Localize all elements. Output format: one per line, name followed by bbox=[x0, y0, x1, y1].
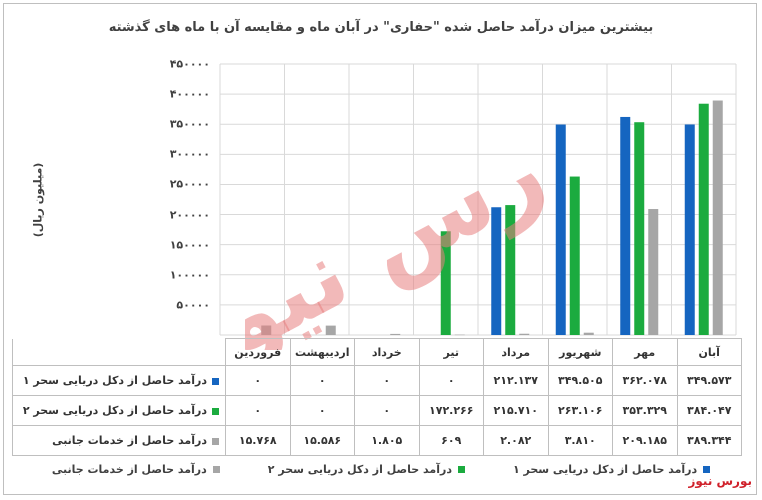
y-tick-label: ۲۵۰۰۰۰ bbox=[169, 177, 210, 191]
bar-series-3 bbox=[583, 332, 594, 335]
legend-item-series-2: درآمد حاصل از دکل دریایی سحر ۲ bbox=[268, 463, 465, 476]
series-name: درآمد حاصل از دکل دریایی سحر ۱ bbox=[22, 374, 207, 387]
table-row: ۳۸۹.۳۴۴ ۲۰۹.۱۸۵ ۳.۸۱۰ ۲.۰۸۲ ۶۰۹ ۱.۸۰۵ ۱۵.۵۸۶ ۱۵… bbox=[12, 425, 742, 456]
data-label: ۲۰۹.۱۸۵ bbox=[612, 425, 678, 456]
table-row: ۳۸۴.۰۴۷ ۳۵۳.۳۲۹ ۲۶۳.۱۰۶ ۲۱۵.۷۱۰ ۱۷۲.۲۶۶ ۰ ۰ ۰ در… bbox=[12, 395, 742, 426]
bar-series-3 bbox=[261, 325, 272, 335]
bar-series-3 bbox=[648, 209, 659, 335]
x-tick-label: مهر bbox=[612, 338, 678, 366]
legend-swatch bbox=[212, 466, 220, 473]
bar-series-3 bbox=[325, 325, 336, 335]
data-label: ۰ bbox=[289, 395, 355, 426]
y-tick-label: ۳۰۰۰۰۰ bbox=[169, 147, 210, 161]
data-label: ۰ bbox=[225, 395, 291, 426]
y-tick-label: ۵۰۰۰۰ bbox=[176, 298, 210, 312]
data-label: ۳۴۹.۵۷۳ bbox=[676, 365, 742, 396]
bar-series-2 bbox=[634, 122, 645, 335]
y-tick-label: ۱۰۰۰۰۰ bbox=[169, 268, 210, 282]
series-swatch bbox=[212, 377, 219, 385]
bar-series-1 bbox=[491, 207, 502, 335]
bar-series-2 bbox=[440, 231, 451, 335]
bar-series-2 bbox=[698, 103, 709, 336]
series-name: درآمد حاصل از خدمات جانبی bbox=[52, 434, 207, 447]
table-corner bbox=[12, 338, 226, 366]
bar-series-3 bbox=[712, 100, 723, 336]
data-label: ۳۴۹.۵۰۵ bbox=[547, 365, 613, 396]
data-label: ۰ bbox=[289, 365, 355, 396]
y-tick-label: ۴۰۰۰۰۰ bbox=[169, 87, 210, 101]
bar-series-2 bbox=[569, 176, 580, 335]
legend-swatch bbox=[703, 466, 711, 473]
svg-text:بورس نیوز: بورس نیوز bbox=[245, 120, 545, 350]
x-tick-label: خرداد bbox=[354, 338, 420, 366]
legend-label: درآمد حاصل از دکل دریایی سحر ۱ bbox=[512, 463, 698, 476]
x-tick-label: شهریور bbox=[547, 338, 613, 366]
data-label: ۰ bbox=[225, 365, 291, 396]
bar-series-1 bbox=[555, 124, 566, 335]
y-tick-label: ۴۵۰۰۰۰ bbox=[169, 57, 210, 71]
bar-series-1 bbox=[620, 116, 631, 336]
data-table: آبان مهر شهریور مرداد تیر خرداد اردیبهشت فروردی… bbox=[12, 338, 742, 456]
x-tick-label: آبان bbox=[676, 338, 742, 366]
bar-series-3 bbox=[390, 333, 401, 335]
watermark-logo: بورس نیوز bbox=[142, 68, 647, 408]
series-name-cell: درآمد حاصل از خدمات جانبی bbox=[12, 425, 226, 456]
data-label: ۱۷۲.۲۶۶ bbox=[418, 395, 484, 426]
y-tick-label: ۳۵۰۰۰۰ bbox=[169, 117, 210, 131]
series-swatch bbox=[212, 407, 219, 415]
table-row: ۳۴۹.۵۷۳ ۳۶۲.۰۷۸ ۳۴۹.۵۰۵ ۲۱۲.۱۳۷ ۰ ۰ ۰ ۰ درآمد حا… bbox=[12, 365, 742, 396]
series-name: درآمد حاصل از دکل دریایی سحر ۲ bbox=[22, 404, 207, 417]
y-tick-label: ۲۰۰۰۰۰ bbox=[169, 208, 210, 222]
x-tick-label: مرداد bbox=[483, 338, 549, 366]
data-label: ۳۵۳.۳۲۹ bbox=[612, 395, 678, 426]
series-name-cell: درآمد حاصل از دکل دریایی سحر ۱ bbox=[12, 365, 226, 396]
legend-item-series-1: درآمد حاصل از دکل دریایی سحر ۱ bbox=[512, 463, 711, 476]
data-label: ۱۵.۷۶۸ bbox=[225, 425, 291, 456]
y-tick-label: ۱۵۰۰۰۰ bbox=[169, 238, 210, 252]
series-name-cell: درآمد حاصل از دکل دریایی سحر ۲ bbox=[12, 395, 226, 426]
table-category-row: آبان مهر شهریور مرداد تیر خرداد اردیبهشت فروردی… bbox=[12, 338, 742, 366]
chart-title: بیشترین میزان درآمد حاصل شده "حفاری" در … bbox=[108, 20, 654, 35]
data-label: ۲۶۳.۱۰۶ bbox=[547, 395, 613, 426]
bar-series-1 bbox=[684, 124, 695, 335]
data-label: ۱.۸۰۵ bbox=[354, 425, 420, 456]
data-label: ۰ bbox=[354, 365, 420, 396]
legend-label: درآمد حاصل از خدمات جانبی bbox=[51, 463, 207, 476]
legend-item-series-3: درآمد حاصل از خدمات جانبی bbox=[52, 463, 220, 476]
x-tick-label: اردیبهشت bbox=[289, 338, 355, 366]
series-swatch bbox=[212, 437, 219, 445]
legend-label: درآمد حاصل از دکل دریایی سحر ۲ bbox=[267, 463, 452, 476]
data-label: ۳۶۲.۰۷۸ bbox=[612, 365, 678, 396]
data-label: ۲۱۵.۷۱۰ bbox=[483, 395, 549, 426]
data-label: ۰ bbox=[354, 395, 420, 426]
x-tick-label: فروردین bbox=[225, 338, 291, 366]
bar-series-3 bbox=[519, 333, 530, 335]
legend-swatch bbox=[457, 466, 465, 473]
data-label: ۳۸۴.۰۴۷ bbox=[676, 395, 742, 426]
bar-series-3 bbox=[454, 334, 465, 336]
data-label: ۳۸۹.۳۴۴ bbox=[676, 425, 742, 456]
data-label: ۲۱۲.۱۳۷ bbox=[483, 365, 549, 396]
brand-logo-text: بورس نیوز bbox=[688, 474, 752, 488]
data-label: ۲.۰۸۲ bbox=[483, 425, 549, 456]
x-tick-label: تیر bbox=[418, 338, 484, 366]
chart-legend: درآمد حاصل از دکل دریایی سحر ۱ درآمد حاصل… bbox=[0, 463, 762, 476]
data-label: ۰ bbox=[418, 365, 484, 396]
data-label: ۶۰۹ bbox=[418, 425, 484, 456]
bar-series-2 bbox=[505, 205, 516, 335]
data-label: ۱۵.۵۸۶ bbox=[289, 425, 355, 456]
data-label: ۳.۸۱۰ bbox=[547, 425, 613, 456]
